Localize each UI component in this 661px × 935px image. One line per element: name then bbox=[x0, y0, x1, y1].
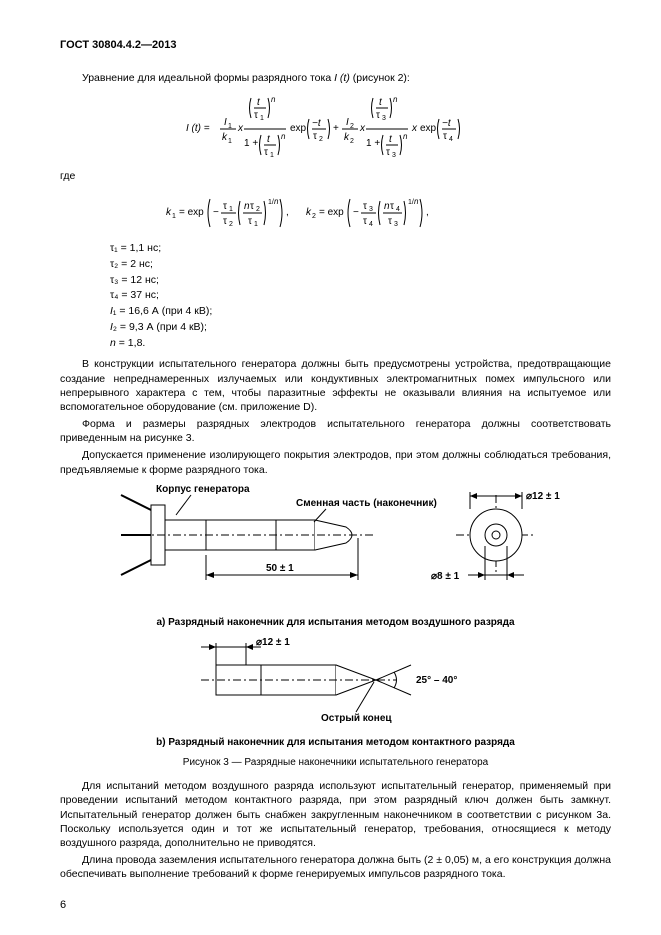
svg-text:t: t bbox=[389, 134, 393, 145]
svg-text:t: t bbox=[257, 97, 261, 108]
param-row: I₁ = 16,6 А (при 4 кВ); bbox=[110, 304, 611, 320]
paragraph-2: Форма и размеры разрядных электродов исп… bbox=[60, 417, 611, 445]
svg-text:Острый конец: Острый конец bbox=[321, 713, 392, 724]
svg-text:⌀12 ± 1: ⌀12 ± 1 bbox=[256, 637, 290, 648]
svg-text:τ: τ bbox=[443, 131, 447, 142]
svg-text:τ: τ bbox=[363, 201, 367, 212]
svg-text:2: 2 bbox=[256, 206, 260, 213]
svg-text:t: t bbox=[267, 134, 271, 145]
svg-text:n: n bbox=[271, 95, 276, 104]
svg-text:4: 4 bbox=[369, 221, 373, 228]
svg-text:exp: exp bbox=[290, 123, 307, 134]
svg-text:3: 3 bbox=[394, 221, 398, 228]
svg-text:1 +: 1 + bbox=[244, 138, 258, 149]
svg-text:Корпус генератора: Корпус генератора bbox=[156, 484, 250, 495]
param-row: τ₃ = 12 нс; bbox=[110, 273, 611, 289]
caption-text: Уравнение для идеальной формы разрядного… bbox=[60, 71, 611, 85]
svg-text:−: − bbox=[353, 207, 359, 218]
svg-text:τ: τ bbox=[388, 216, 392, 227]
svg-text:⌀12 ± 1: ⌀12 ± 1 bbox=[526, 491, 560, 502]
svg-text:t: t bbox=[379, 97, 383, 108]
document-header: ГОСТ 30804.4.2—2013 bbox=[60, 38, 611, 53]
svg-text:+: + bbox=[333, 123, 339, 134]
svg-text:exp: exp bbox=[420, 123, 437, 134]
diagram-a: Корпус генератора Сменная часть (наконеч… bbox=[60, 480, 611, 610]
param-row: n = 1,8. bbox=[110, 336, 611, 352]
svg-text:= exp: = exp bbox=[319, 207, 344, 218]
formula-k: k1 = exp − τ1 τ2 nτ2 τ1 1/n , k2 = exp − bbox=[60, 191, 611, 233]
svg-text:50 ± 1: 50 ± 1 bbox=[266, 563, 294, 574]
svg-text:τ: τ bbox=[223, 201, 227, 212]
svg-text:τ: τ bbox=[390, 201, 394, 212]
svg-text:,: , bbox=[286, 207, 289, 218]
svg-text:I: I bbox=[346, 117, 349, 128]
figure-caption: Рисунок 3 — Разрядные наконечники испыта… bbox=[60, 756, 611, 770]
svg-text:τ: τ bbox=[254, 110, 258, 121]
svg-text:Сменная часть (наконечник): Сменная часть (наконечник) bbox=[296, 498, 437, 509]
svg-text:1 +: 1 + bbox=[366, 138, 380, 149]
paragraph-5: Длина провода заземления испытательного … bbox=[60, 853, 611, 881]
svg-text:1: 1 bbox=[172, 213, 176, 220]
svg-text:1: 1 bbox=[229, 206, 233, 213]
svg-text:⌀8 ± 1: ⌀8 ± 1 bbox=[431, 571, 460, 582]
svg-text:2: 2 bbox=[229, 221, 233, 228]
param-row: I₂ = 9,3 А (при 4 кВ); bbox=[110, 320, 611, 336]
svg-text:1: 1 bbox=[260, 115, 264, 122]
svg-text:x: x bbox=[237, 123, 244, 134]
svg-text:25° – 40°: 25° – 40° bbox=[416, 675, 457, 686]
svg-text:,: , bbox=[426, 207, 429, 218]
svg-text:1: 1 bbox=[228, 138, 232, 145]
param-row: τ₁ = 1,1 нс; bbox=[110, 241, 611, 257]
caption-a: a) Разрядный наконечник для испытания ме… bbox=[60, 616, 611, 630]
svg-text:τ: τ bbox=[250, 201, 254, 212]
page-number: 6 bbox=[60, 898, 66, 913]
svg-text:τ: τ bbox=[313, 131, 317, 142]
paragraph-4: Для испытаний методом воздушного разряда… bbox=[60, 779, 611, 850]
svg-text:1: 1 bbox=[254, 221, 258, 228]
svg-text:−t: −t bbox=[442, 118, 452, 129]
svg-text:τ: τ bbox=[386, 147, 390, 158]
svg-text:I (t) =: I (t) = bbox=[186, 123, 210, 134]
svg-text:−: − bbox=[213, 207, 219, 218]
svg-text:x: x bbox=[359, 123, 366, 134]
svg-text:3: 3 bbox=[369, 206, 373, 213]
param-row: τ₄ = 37 нс; bbox=[110, 288, 611, 304]
svg-text:I: I bbox=[224, 117, 227, 128]
param-row: τ₂ = 2 нс; bbox=[110, 257, 611, 273]
svg-text:2: 2 bbox=[319, 136, 323, 143]
svg-text:3: 3 bbox=[382, 115, 386, 122]
svg-text:n: n bbox=[414, 197, 419, 206]
svg-text:τ: τ bbox=[223, 216, 227, 227]
svg-text:= exp: = exp bbox=[179, 207, 204, 218]
svg-text:−t: −t bbox=[312, 118, 322, 129]
svg-text:2: 2 bbox=[312, 213, 316, 220]
caption-b: b) Разрядный наконечник для испытания ме… bbox=[60, 736, 611, 750]
svg-text:x: x bbox=[411, 123, 418, 134]
svg-text:1: 1 bbox=[270, 152, 274, 159]
svg-text:n: n bbox=[281, 132, 286, 141]
paragraph-1: В конструкции испытательного генератора … bbox=[60, 357, 611, 414]
svg-text:n: n bbox=[274, 197, 279, 206]
svg-text:τ: τ bbox=[376, 110, 380, 121]
svg-text:2: 2 bbox=[350, 138, 354, 145]
svg-text:n: n bbox=[393, 95, 398, 104]
paragraph-3: Допускается применение изолирующего покр… bbox=[60, 448, 611, 476]
svg-text:1/: 1/ bbox=[408, 199, 414, 206]
svg-text:3: 3 bbox=[392, 152, 396, 159]
diagram-b: ⌀12 ± 1 25° – 40° Острый конец bbox=[60, 635, 611, 730]
svg-text:τ: τ bbox=[363, 216, 367, 227]
where-label: где bbox=[60, 169, 611, 183]
svg-text:n: n bbox=[403, 132, 408, 141]
svg-text:4: 4 bbox=[396, 206, 400, 213]
svg-text:τ: τ bbox=[248, 216, 252, 227]
svg-text:4: 4 bbox=[449, 136, 453, 143]
formula-main: I (t) = I1 k1 x t τ1 n bbox=[60, 93, 611, 161]
svg-text:τ: τ bbox=[264, 147, 268, 158]
parameter-list: τ₁ = 1,1 нс; τ₂ = 2 нс; τ₃ = 12 нс; τ₄ =… bbox=[110, 241, 611, 351]
svg-text:1/: 1/ bbox=[268, 199, 274, 206]
